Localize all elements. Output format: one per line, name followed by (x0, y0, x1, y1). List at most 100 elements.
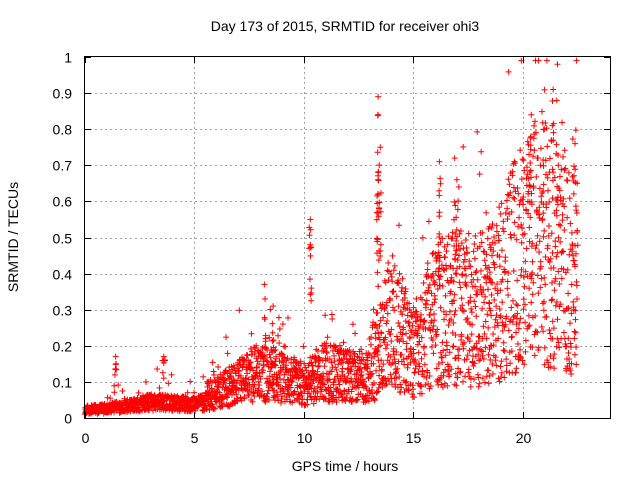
data-point (436, 209, 443, 216)
data-point (289, 375, 296, 382)
data-point (572, 329, 579, 336)
data-point (537, 284, 544, 291)
data-point (243, 351, 250, 358)
data-point (552, 302, 559, 309)
data-point (536, 249, 543, 256)
data-point (451, 155, 458, 162)
data-point (573, 57, 580, 64)
data-point (472, 232, 479, 239)
data-point (269, 380, 276, 387)
data-point (202, 403, 209, 410)
data-point (279, 351, 286, 358)
y-tick-label: 0.5 (53, 231, 73, 247)
data-point (457, 227, 464, 234)
data-point (553, 141, 560, 148)
data-point (484, 235, 491, 242)
data-point (533, 173, 540, 180)
data-point (223, 334, 230, 341)
data-point (119, 387, 126, 394)
data-point (514, 277, 521, 284)
data-point (329, 315, 336, 322)
data-point (540, 307, 547, 314)
data-point (564, 177, 571, 184)
data-point (566, 251, 573, 258)
data-point (557, 222, 564, 229)
data-point (112, 366, 119, 373)
data-point (549, 249, 556, 256)
data-point (224, 350, 231, 357)
data-point (168, 371, 175, 378)
data-point (540, 156, 547, 163)
data-point (421, 343, 428, 350)
data-point (540, 328, 547, 335)
data-point (502, 209, 509, 216)
data-point (324, 334, 331, 341)
data-point (375, 93, 382, 100)
data-point (571, 335, 578, 342)
data-point (284, 388, 291, 395)
data-point (437, 180, 444, 187)
data-point (374, 388, 381, 395)
y-tick-label: 0.4 (53, 267, 73, 283)
data-point (571, 328, 578, 335)
data-point (321, 363, 328, 370)
data-point (399, 275, 406, 282)
data-point (451, 291, 458, 298)
data-point (471, 240, 478, 247)
data-point (565, 169, 572, 176)
data-point (253, 342, 260, 349)
data-point (388, 338, 395, 345)
data-point (247, 345, 254, 352)
data-point (276, 372, 283, 379)
data-point (222, 384, 229, 391)
data-point (277, 375, 284, 382)
data-point (471, 298, 478, 305)
data-point (240, 361, 247, 368)
data-point (507, 231, 514, 238)
data-point (485, 324, 492, 331)
data-point (113, 360, 120, 367)
data-point (545, 222, 552, 229)
data-point (349, 321, 356, 328)
data-point (272, 362, 279, 369)
data-point (452, 307, 459, 314)
data-point (393, 293, 400, 300)
data-point (187, 378, 194, 385)
data-point (244, 352, 251, 359)
data-point (235, 367, 242, 374)
data-point (501, 348, 508, 355)
data-point (543, 57, 550, 64)
data-point (165, 380, 172, 387)
data-point (534, 232, 541, 239)
data-point (222, 367, 229, 374)
data-point (471, 255, 478, 262)
data-point (534, 272, 541, 279)
data-point (447, 262, 454, 269)
data-point (367, 341, 374, 348)
data-point (519, 225, 526, 232)
data-point (270, 379, 277, 386)
data-point (281, 390, 288, 397)
data-point (517, 315, 524, 322)
data-point (383, 381, 390, 388)
data-point (524, 138, 531, 145)
data-point (234, 397, 241, 404)
data-point (208, 396, 215, 403)
data-point (565, 290, 572, 297)
data-point (500, 339, 507, 346)
data-point (384, 267, 391, 274)
data-point (236, 307, 243, 314)
data-point (323, 348, 330, 355)
data-point (455, 198, 462, 205)
data-point (570, 163, 577, 170)
data-point (451, 255, 458, 262)
data-point (209, 359, 216, 366)
data-point (516, 214, 523, 221)
data-point (111, 389, 118, 396)
data-point (522, 319, 529, 326)
data-point (400, 304, 407, 311)
data-point (541, 344, 548, 351)
data-point (274, 332, 281, 339)
data-point (427, 311, 434, 318)
